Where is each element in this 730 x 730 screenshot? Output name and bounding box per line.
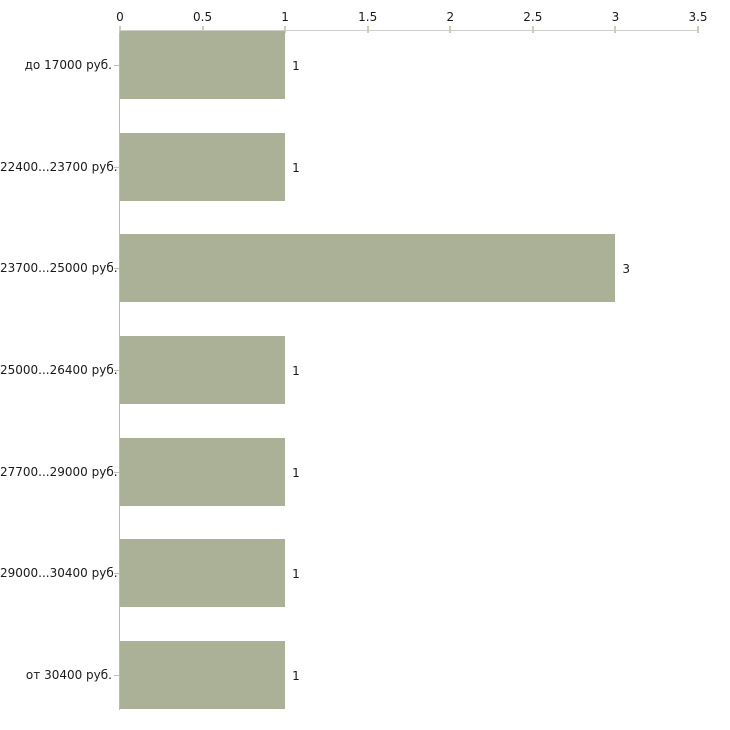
bar (120, 234, 616, 303)
x-axis-tick-label: 3.5 (688, 10, 708, 24)
bar-value-label: 1 (292, 669, 300, 684)
x-axis-tick-mark (284, 26, 287, 33)
bar (120, 31, 286, 99)
x-axis-tick-mark (614, 26, 617, 33)
x-axis-tick-label: 1.5 (358, 10, 378, 24)
bar (120, 132, 286, 201)
x-axis-tick-mark (449, 26, 452, 33)
category-label: 22400...23700 руб. (0, 159, 118, 174)
category-label: от 30400 руб. (25, 668, 112, 683)
bar (120, 641, 286, 710)
bar-value-label: 1 (292, 465, 300, 480)
x-axis-tick-mark (119, 26, 121, 33)
bar-value-label: 1 (292, 567, 300, 582)
x-axis-tick-label: 1 (281, 10, 289, 24)
bar (120, 539, 286, 608)
y-axis-tick-mark (114, 472, 119, 473)
category-label: 27700...29000 руб. (0, 464, 118, 479)
x-axis-tick-label: 2 (446, 10, 455, 24)
category-label: 29000...30400 руб. (0, 566, 118, 581)
x-axis-tick-label: 0.5 (193, 10, 213, 24)
x-axis-tick-mark (366, 26, 369, 33)
bar-value-label: 1 (292, 364, 300, 378)
category-label: до 17000 руб. (24, 58, 112, 72)
bar (120, 336, 286, 404)
bar-value-label: 1 (292, 160, 300, 175)
x-axis-tick-label: 3 (611, 10, 620, 24)
bar-value-label: 3 (622, 262, 631, 277)
x-axis-tick-label: 0 (116, 10, 124, 24)
y-axis-tick-mark (114, 268, 119, 269)
y-axis-tick-mark (114, 675, 119, 676)
x-axis-line (120, 30, 698, 31)
category-label: 25000...26400 руб. (0, 363, 118, 377)
y-axis-tick-mark (114, 167, 119, 168)
category-label: 23700...25000 руб. (0, 261, 118, 276)
y-axis-tick-mark (114, 573, 119, 574)
y-axis-tick-mark (114, 370, 119, 371)
x-axis-tick-mark (696, 26, 699, 33)
bar (120, 437, 286, 506)
bar-value-label: 1 (292, 59, 300, 73)
x-axis-tick-label: 2.5 (523, 10, 543, 24)
x-axis-tick-mark (201, 26, 204, 33)
y-axis-tick-mark (114, 65, 119, 66)
x-axis-tick-mark (531, 26, 534, 33)
y-axis-line (119, 30, 120, 711)
